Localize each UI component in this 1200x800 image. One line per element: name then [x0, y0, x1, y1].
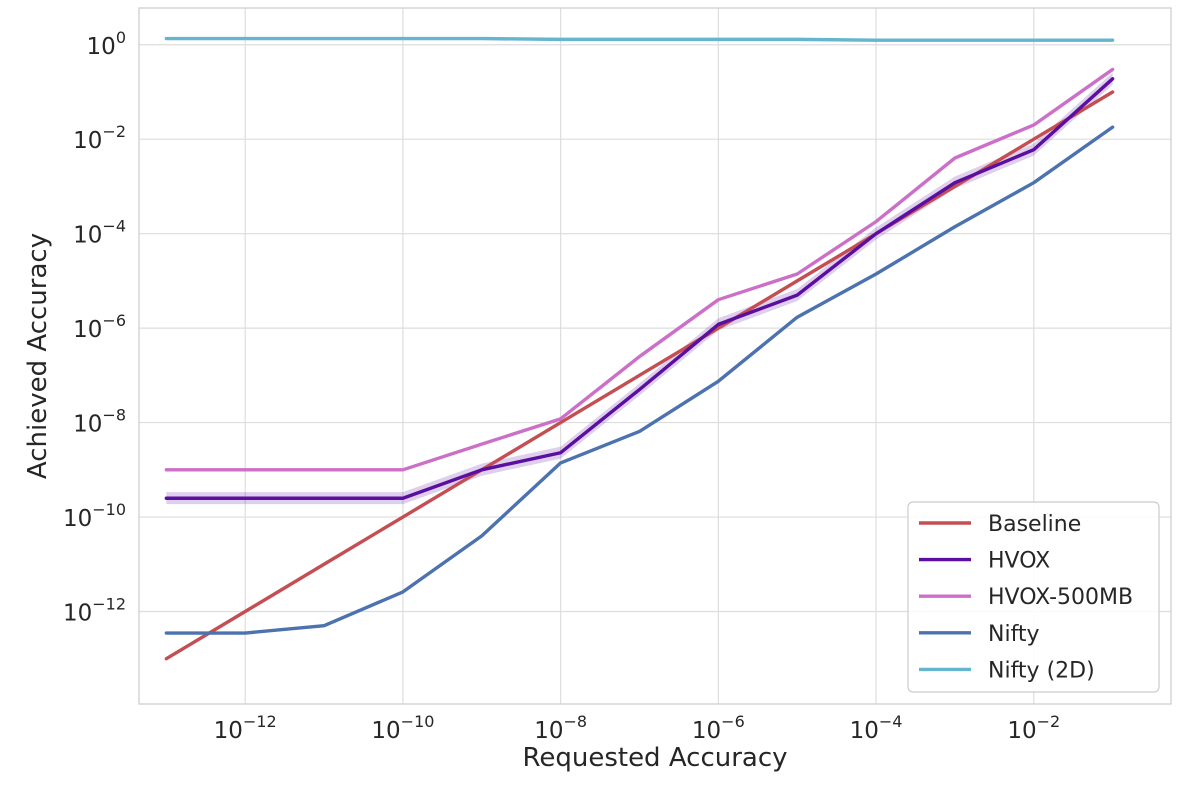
y-axis-label: Achieved Accuracy	[23, 233, 53, 479]
series-line-hvox	[164, 77, 1115, 500]
series-line-hvox-500mb	[164, 67, 1115, 472]
x-tick-labels: 10−12 10−10 10−8 10−6 10−4 10−2	[214, 712, 1061, 744]
series-lines	[164, 36, 1115, 661]
legend-label: Nifty (2D)	[988, 658, 1095, 683]
x-tick-label: 10−8	[534, 712, 587, 744]
x-tick-label: 10−10	[371, 712, 434, 744]
y-tick-label: 10−2	[73, 122, 126, 154]
series-line-nifty	[164, 125, 1115, 635]
legend-label: Baseline	[988, 512, 1081, 537]
x-tick-label: 10−6	[692, 712, 745, 744]
series-line-baseline	[164, 90, 1115, 661]
legend: Baseline HVOX HVOX-500MB Nifty Nifty (2D)	[907, 501, 1160, 693]
y-tick-label: 10−6	[73, 311, 126, 343]
x-tick-label: 10−4	[850, 712, 903, 744]
x-tick-label: 10−12	[214, 712, 277, 744]
x-tick-label: 10−2	[1007, 712, 1060, 744]
plot-frame	[138, 7, 1172, 705]
x-axis-label: Requested Accuracy	[522, 743, 787, 773]
legend-label: HVOX-500MB	[988, 585, 1133, 610]
series-band-hvox	[166, 72, 1113, 505]
series-bands	[166, 72, 1113, 505]
y-tick-label: 10−8	[73, 406, 126, 438]
y-tick-label: 100	[87, 28, 126, 60]
legend-label: Nifty	[988, 622, 1040, 647]
y-tick-label: 10−4	[73, 217, 126, 249]
legend-frame	[907, 501, 1160, 693]
y-tick-label: 10−12	[63, 594, 126, 626]
y-tick-label: 10−10	[63, 500, 126, 532]
legend-label: HVOX	[988, 549, 1050, 574]
series-line-nifty-2d	[164, 36, 1115, 42]
y-tick-labels: 10−12 10−10 10−8 10−6 10−4 10−2 100	[63, 28, 126, 627]
